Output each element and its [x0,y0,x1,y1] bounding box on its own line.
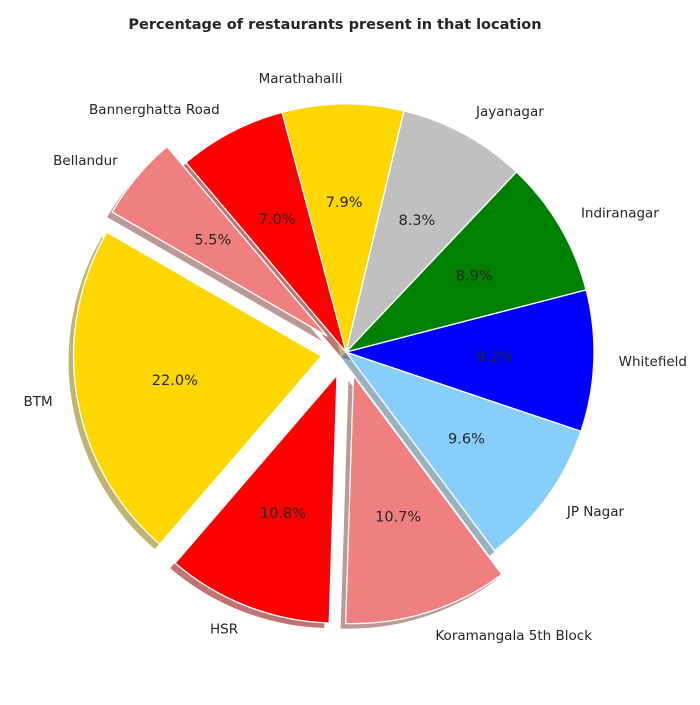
slice-indiranagar [345,171,587,353]
slice-jayanagar [345,110,518,353]
slice-koramangala-5th-block [345,375,503,625]
pct-label-jp-nagar: 9.6% [448,431,485,447]
category-labels: BTM HSR Koramangala 5th Block JP Nagar White… [23,71,687,644]
category-label-btm: BTM [23,394,52,410]
slice-marathahalli [281,103,405,353]
category-label-koramangala-5th-block: Koramangala 5th Block [435,628,592,644]
category-label-marathahalli: Marathahalli [259,71,343,87]
category-label-indiranagar: Indiranagar [581,205,659,221]
category-label-bannerghatta-road: Bannerghatta Road [89,102,220,118]
slice-hsr [174,374,338,624]
slice-jp-nagar [345,351,582,552]
slice-bellandur [111,145,328,337]
slice-whitefield [345,289,595,432]
pct-label-btm: 22.0% [152,373,198,389]
pct-label-bellandur: 5.5% [194,233,231,249]
pct-label-hsr: 10.8% [260,506,306,522]
slice-btm [72,231,323,545]
category-label-jayanagar: Jayanagar [475,104,544,120]
pct-label-jayanagar: 8.3% [399,213,436,229]
pct-label-bannerghatta-road: 7.0% [259,212,296,228]
pct-label-koramangala-5th-block: 10.7% [375,510,421,526]
category-label-whitefield: Whitefield [619,354,687,370]
category-label-bellandur: Bellandur [53,153,118,169]
slice-bannerghatta-road [185,111,347,353]
percentage-labels: 22.0% 10.8% 10.7% 9.6% 9.2% 8.9% 8.3% 7.9% 7.0% 5… [152,195,513,525]
pct-label-whitefield: 9.2% [476,349,513,365]
slices [72,103,595,625]
pct-label-marathahalli: 7.9% [326,195,363,211]
pct-label-indiranagar: 8.9% [456,268,493,284]
category-label-jp-nagar: JP Nagar [566,504,625,520]
category-label-hsr: HSR [210,621,238,637]
chart-title: Percentage of restaurants present in tha… [128,17,541,33]
